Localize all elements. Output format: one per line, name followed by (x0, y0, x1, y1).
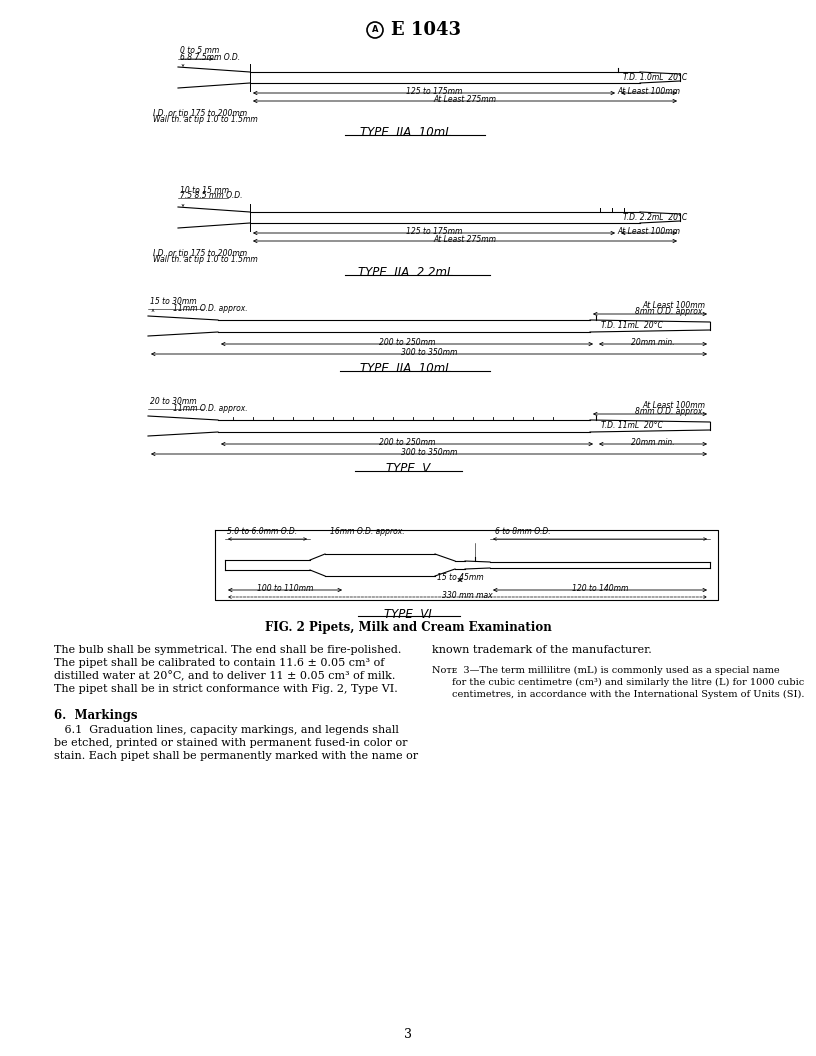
Text: TYPE  IIA  10mL.: TYPE IIA 10mL. (360, 362, 456, 376)
Text: At Least 100mm: At Least 100mm (618, 87, 681, 96)
Text: for the cubic centimetre (cm³) and similarly the litre (L) for 1000 cubic: for the cubic centimetre (cm³) and simil… (452, 678, 805, 686)
Text: 120 to 140mm: 120 to 140mm (572, 584, 628, 593)
Text: 15 to 45mm: 15 to 45mm (437, 573, 483, 582)
Text: 20mm min.: 20mm min. (632, 338, 675, 347)
Text: 5.0 to 6.0mm O.D.: 5.0 to 6.0mm O.D. (227, 527, 297, 536)
Text: T.D. 1.0mL  20°C: T.D. 1.0mL 20°C (623, 73, 687, 81)
Text: 16mm O.D. approx.: 16mm O.D. approx. (330, 527, 405, 536)
Text: At Least 100mm: At Least 100mm (642, 301, 705, 310)
Text: 20mm min.: 20mm min. (632, 438, 675, 447)
Text: 6.  Markings: 6. Markings (54, 709, 138, 721)
Text: The pipet shall be calibrated to contain 11.6 ± 0.05 cm³ of: The pipet shall be calibrated to contain… (54, 658, 384, 668)
Text: 125 to 175mm: 125 to 175mm (406, 227, 462, 235)
Text: distilled water at 20°C, and to deliver 11 ± 0.05 cm³ of milk.: distilled water at 20°C, and to deliver … (54, 671, 396, 681)
Text: 10 to 15 mm: 10 to 15 mm (180, 186, 229, 195)
Text: 8mm O.D. approx.: 8mm O.D. approx. (635, 307, 705, 316)
Text: TYPE  VI: TYPE VI (384, 607, 432, 621)
Text: At Least 100mm: At Least 100mm (618, 227, 681, 235)
Text: stain. Each pipet shall be permanently marked with the name or: stain. Each pipet shall be permanently m… (54, 751, 418, 761)
Text: Wall th. at tip 1.0 to 1.5mm: Wall th. at tip 1.0 to 1.5mm (153, 115, 258, 125)
Text: 200 to 250mm: 200 to 250mm (379, 438, 435, 447)
Text: T.D. 11mL  20°C: T.D. 11mL 20°C (601, 321, 663, 331)
Text: 6.8 7.5mm O.D.: 6.8 7.5mm O.D. (180, 53, 240, 62)
Text: A: A (372, 25, 379, 35)
Text: 15 to 30mm: 15 to 30mm (150, 297, 197, 306)
Text: The pipet shall be in strict conformance with Fig. 2, Type VI.: The pipet shall be in strict conformance… (54, 684, 397, 694)
Text: TYPE  V: TYPE V (386, 463, 430, 475)
Text: At Least 275mm: At Least 275mm (433, 235, 496, 244)
Text: centimetres, in accordance with the International System of Units (SI).: centimetres, in accordance with the Inte… (452, 690, 805, 699)
Text: 100 to 110mm: 100 to 110mm (257, 584, 313, 593)
Text: TYPE  IIA  10mL.: TYPE IIA 10mL. (360, 127, 456, 139)
Text: The bulb shall be symmetrical. The end shall be fire-polished.: The bulb shall be symmetrical. The end s… (54, 645, 401, 655)
Text: 300 to 350mm: 300 to 350mm (401, 448, 457, 457)
Text: 3: 3 (404, 1029, 412, 1041)
Text: 125 to 175mm: 125 to 175mm (406, 87, 462, 96)
Text: 200 to 250mm: 200 to 250mm (379, 338, 435, 347)
Text: TYPE  IIA  2.2mL.: TYPE IIA 2.2mL. (358, 266, 458, 280)
Text: Nᴏᴛᴇ  3—The term millilitre (mL) is commonly used as a special name: Nᴏᴛᴇ 3—The term millilitre (mL) is commo… (432, 665, 779, 675)
Text: I.D. or tip 175 to 200mm: I.D. or tip 175 to 200mm (153, 248, 247, 258)
Text: 6.1  Graduation lines, capacity markings, and legends shall: 6.1 Graduation lines, capacity markings,… (54, 725, 399, 735)
Text: 7.5 8.5 mm O.D.: 7.5 8.5 mm O.D. (180, 191, 242, 200)
Text: 20 to 30mm: 20 to 30mm (150, 397, 197, 406)
Text: T.D. 11mL  20°C: T.D. 11mL 20°C (601, 421, 663, 431)
Text: 6 to 8mm O.D.: 6 to 8mm O.D. (495, 527, 551, 536)
Text: Wall th. at tip 1.0 to 1.5mm: Wall th. at tip 1.0 to 1.5mm (153, 256, 258, 264)
Text: FIG. 2 Pipets, Milk and Cream Examination: FIG. 2 Pipets, Milk and Cream Examinatio… (264, 622, 552, 635)
Text: be etched, printed or stained with permanent fused-in color or: be etched, printed or stained with perma… (54, 738, 407, 748)
Text: 8mm O.D. approx.: 8mm O.D. approx. (635, 407, 705, 416)
Text: I.D. or tip 175 to 200mm: I.D. or tip 175 to 200mm (153, 109, 247, 117)
Text: 11mm O.D. approx.: 11mm O.D. approx. (173, 304, 247, 313)
Text: E 1043: E 1043 (391, 21, 461, 39)
Text: 0 to 5 mm: 0 to 5 mm (180, 46, 220, 55)
Text: known trademark of the manufacturer.: known trademark of the manufacturer. (432, 645, 652, 655)
Text: 11mm O.D. approx.: 11mm O.D. approx. (173, 404, 247, 413)
Text: At Least 100mm: At Least 100mm (642, 401, 705, 410)
Text: T.D. 2.2mL  20°C: T.D. 2.2mL 20°C (623, 213, 687, 222)
Text: 300 to 350mm: 300 to 350mm (401, 348, 457, 357)
Text: At Least 275mm: At Least 275mm (433, 95, 496, 103)
Text: 330 mm max: 330 mm max (442, 591, 493, 600)
